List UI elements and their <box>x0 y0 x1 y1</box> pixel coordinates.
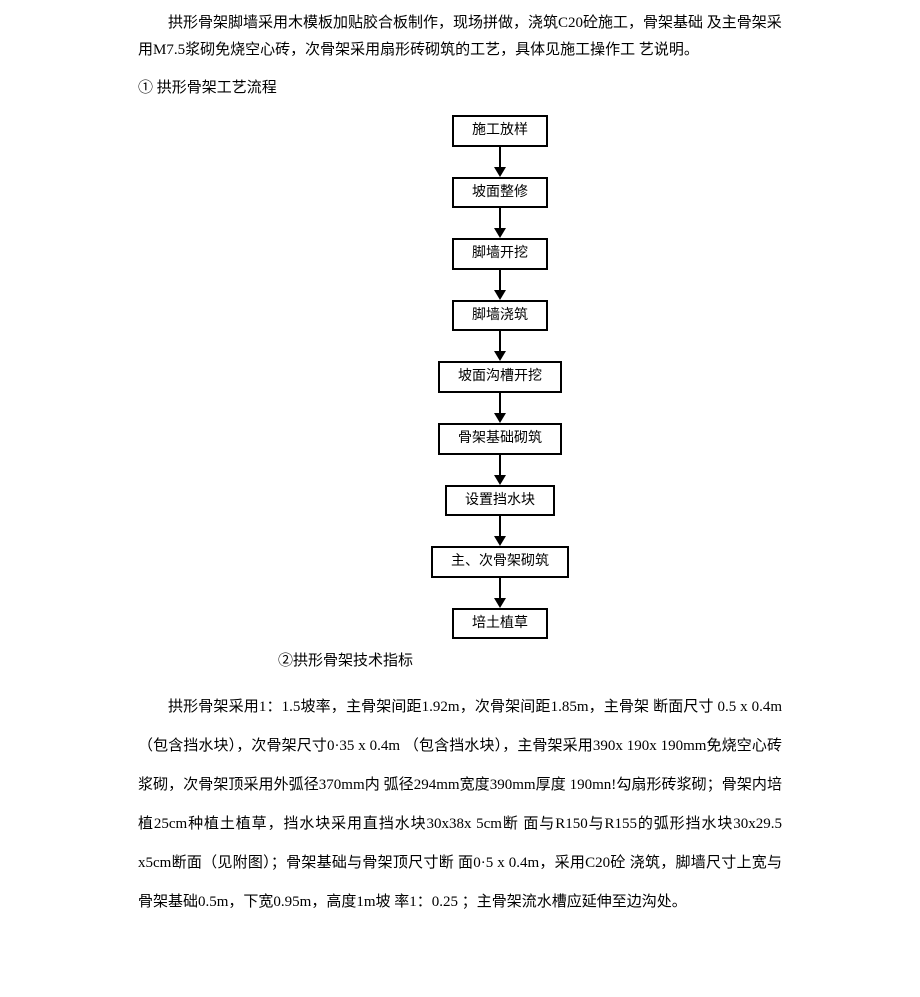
flow-node: 坡面整修 <box>452 177 548 209</box>
flow-node: 脚墙浇筑 <box>452 300 548 332</box>
flow-arrow-icon <box>494 393 506 423</box>
heading-process-flow: ① 拱形骨架工艺流程 <box>138 76 782 97</box>
flow-arrow-icon <box>494 331 506 361</box>
flow-node: 主、次骨架砌筑 <box>431 546 569 578</box>
flow-node: 设置挡水块 <box>445 485 555 517</box>
spec-paragraph: 拱形骨架采用1：1.5坡率，主骨架间距1.92m，次骨架间距1.85m，主骨架 … <box>138 688 782 922</box>
flow-node: 脚墙开挖 <box>452 238 548 270</box>
flow-node: 坡面沟槽开挖 <box>438 361 562 393</box>
flowchart-container: 施工放样坡面整修脚墙开挖脚墙浇筑坡面沟槽开挖骨架基础砌筑设置挡水块主、次骨架砌筑… <box>138 115 782 639</box>
flow-arrow-icon <box>494 455 506 485</box>
flow-node: 施工放样 <box>452 115 548 147</box>
heading-tech-spec: ②拱形骨架技术指标 <box>138 649 782 670</box>
flow-arrow-icon <box>494 147 506 177</box>
flow-node: 骨架基础砌筑 <box>438 423 562 455</box>
flow-arrow-icon <box>494 578 506 608</box>
flow-arrow-icon <box>494 270 506 300</box>
flow-node: 培土植草 <box>452 608 548 640</box>
flow-arrow-icon <box>494 516 506 546</box>
flow-arrow-icon <box>494 208 506 238</box>
intro-paragraph: 拱形骨架脚墙采用木模板加贴胶合板制作，现场拼做，浇筑C20砼施工，骨架基础 及主… <box>138 10 782 64</box>
